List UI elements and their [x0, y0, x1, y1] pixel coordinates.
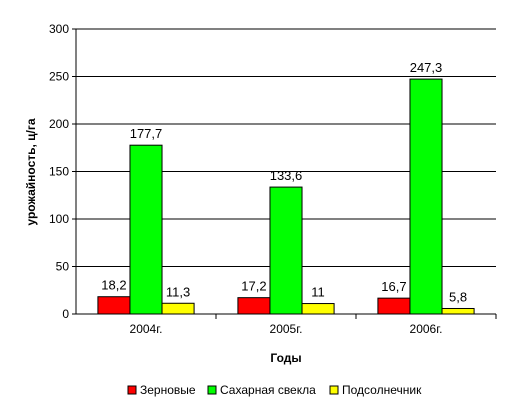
x-axis-label: Годы	[270, 351, 301, 365]
y-tick-label: 300	[49, 22, 69, 36]
x-tick-labels: 2004г. 2005г. 2006г.	[130, 322, 443, 336]
x-tick-label: 2006г.	[410, 322, 443, 336]
y-tick-labels: 0 50 100 150 200 250 300	[49, 22, 69, 321]
data-labels: 18,2 177,7 11,3 17,2 133,6 11 16,7 247,3 5,8	[101, 60, 467, 304]
y-tick-label: 100	[49, 212, 69, 226]
data-label: 11,3	[166, 284, 190, 299]
y-tick-label: 200	[49, 117, 69, 131]
legend-swatch	[127, 385, 137, 395]
bar	[301, 303, 335, 315]
y-axis-label: урожайность, ц/га	[24, 118, 38, 225]
axes	[72, 28, 497, 319]
data-label: 18,2	[101, 278, 126, 293]
y-tick-label: 250	[49, 70, 69, 84]
data-label: 133,6	[270, 168, 303, 183]
data-label: 247,3	[410, 60, 443, 75]
bars	[97, 78, 475, 315]
bar	[409, 78, 443, 315]
bar	[269, 186, 303, 315]
legend-label: Сахарная свекла	[220, 383, 316, 397]
data-label: 17,2	[241, 279, 266, 294]
bar	[129, 144, 163, 315]
data-label: 5,8	[449, 289, 467, 304]
bar	[441, 307, 475, 315]
bar	[161, 302, 195, 315]
legend-swatch	[329, 385, 339, 395]
data-label: 177,7	[130, 126, 163, 141]
data-label: 11	[311, 285, 325, 300]
x-tick-label: 2005г.	[270, 322, 303, 336]
data-label: 16,7	[381, 279, 406, 294]
legend-label: Подсолнечник	[342, 383, 422, 397]
x-tick-label: 2004г.	[130, 322, 163, 336]
bar	[237, 297, 271, 315]
y-tick-label: 0	[62, 307, 69, 321]
bar	[377, 297, 411, 315]
legend-label: Зерновые	[140, 383, 196, 397]
y-tick-label: 50	[56, 260, 70, 274]
bar	[97, 296, 131, 315]
legend: Зерновые Сахарная свекла Подсолнечник	[127, 383, 422, 397]
y-tick-label: 150	[49, 165, 69, 179]
legend-swatch	[207, 385, 217, 395]
